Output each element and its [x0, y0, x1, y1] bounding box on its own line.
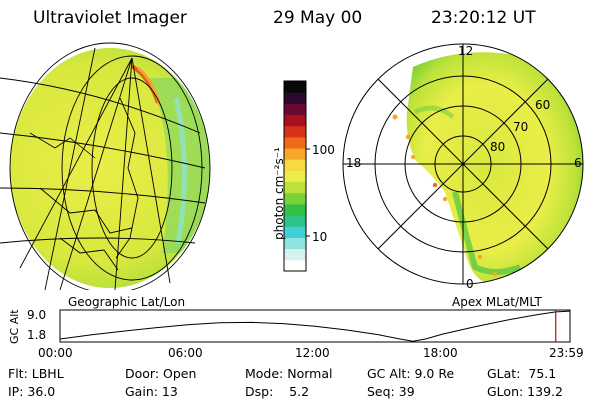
seq-info: Seq: 39: [367, 384, 415, 399]
date-label: 29 May 00: [273, 8, 363, 28]
colorbar-step: [284, 226, 306, 238]
dsp-info: Dsp: 5.2: [245, 384, 310, 399]
filter-info: Flt: LBHL: [8, 366, 64, 381]
colorbar: [283, 80, 310, 272]
altitude-series-line: [59, 310, 571, 342]
apex-panel-label: Apex MLat/MLT: [452, 295, 542, 309]
polar-plot: [342, 43, 584, 285]
mlt-label-0: 0: [466, 277, 474, 291]
mlt-label-6: 6: [574, 156, 582, 170]
xtick-1800: 18:00: [423, 346, 458, 360]
altitude-ytick-low: 1.8: [27, 328, 47, 342]
colorbar-step: [284, 248, 306, 261]
xtick-1200: 12:00: [295, 346, 330, 360]
colorbar-gradient: [284, 81, 306, 272]
xtick-2359: 23:59: [549, 346, 584, 360]
colorbar-step: [284, 136, 306, 149]
colorbar-step: [284, 81, 306, 93]
colorbar-step: [284, 170, 306, 183]
mlt-label-12: 12: [458, 44, 474, 58]
colorbar-step: [284, 125, 306, 138]
mlt-label-18: 18: [346, 156, 362, 170]
colorbar-step: [284, 237, 306, 250]
colorbar-step: [284, 92, 306, 104]
colorbar-step: [284, 181, 306, 194]
time-label: 23:20:12 UT: [431, 8, 536, 28]
colorbar-tick-10: 10: [312, 230, 328, 244]
geographic-image: [0, 42, 211, 290]
colorbar-step: [284, 259, 306, 272]
colorbar-step: [284, 148, 306, 160]
xtick-0600: 06:00: [168, 346, 203, 360]
mlat-label-70: 70: [513, 120, 529, 134]
door-info: Door: Open: [125, 366, 197, 381]
gain-info: Gain: 13: [125, 384, 178, 399]
instrument-title: Ultraviolet Imager: [33, 8, 187, 28]
xtick-0000: 00:00: [38, 346, 73, 360]
colorbar-step: [284, 192, 306, 205]
colorbar-step: [284, 103, 306, 116]
colorbar-unit-label: photon cm⁻²s⁻¹: [272, 147, 286, 240]
altitude-ytick-high: 9.0: [27, 308, 47, 322]
glon-info: GLon: 139.2: [487, 384, 563, 399]
geographic-panel-label: Geographic Lat/Lon: [68, 295, 186, 309]
mlat-label-60: 60: [535, 98, 551, 112]
colorbar-step: [284, 203, 306, 216]
colorbar-tick-100: 100: [312, 143, 335, 157]
mlat-label-80: 80: [490, 140, 506, 154]
colorbar-step: [284, 159, 306, 171]
colorbar-step: [284, 215, 306, 227]
mode-info: Mode: Normal: [245, 366, 333, 381]
ip-info: IP: 36.0: [8, 384, 56, 399]
altitude-plot: [59, 309, 571, 343]
gc-alt-info: GC Alt: 9.0 Re: [367, 366, 455, 381]
colorbar-step: [284, 114, 306, 127]
glat-info: GLat: 75.1: [487, 366, 557, 381]
